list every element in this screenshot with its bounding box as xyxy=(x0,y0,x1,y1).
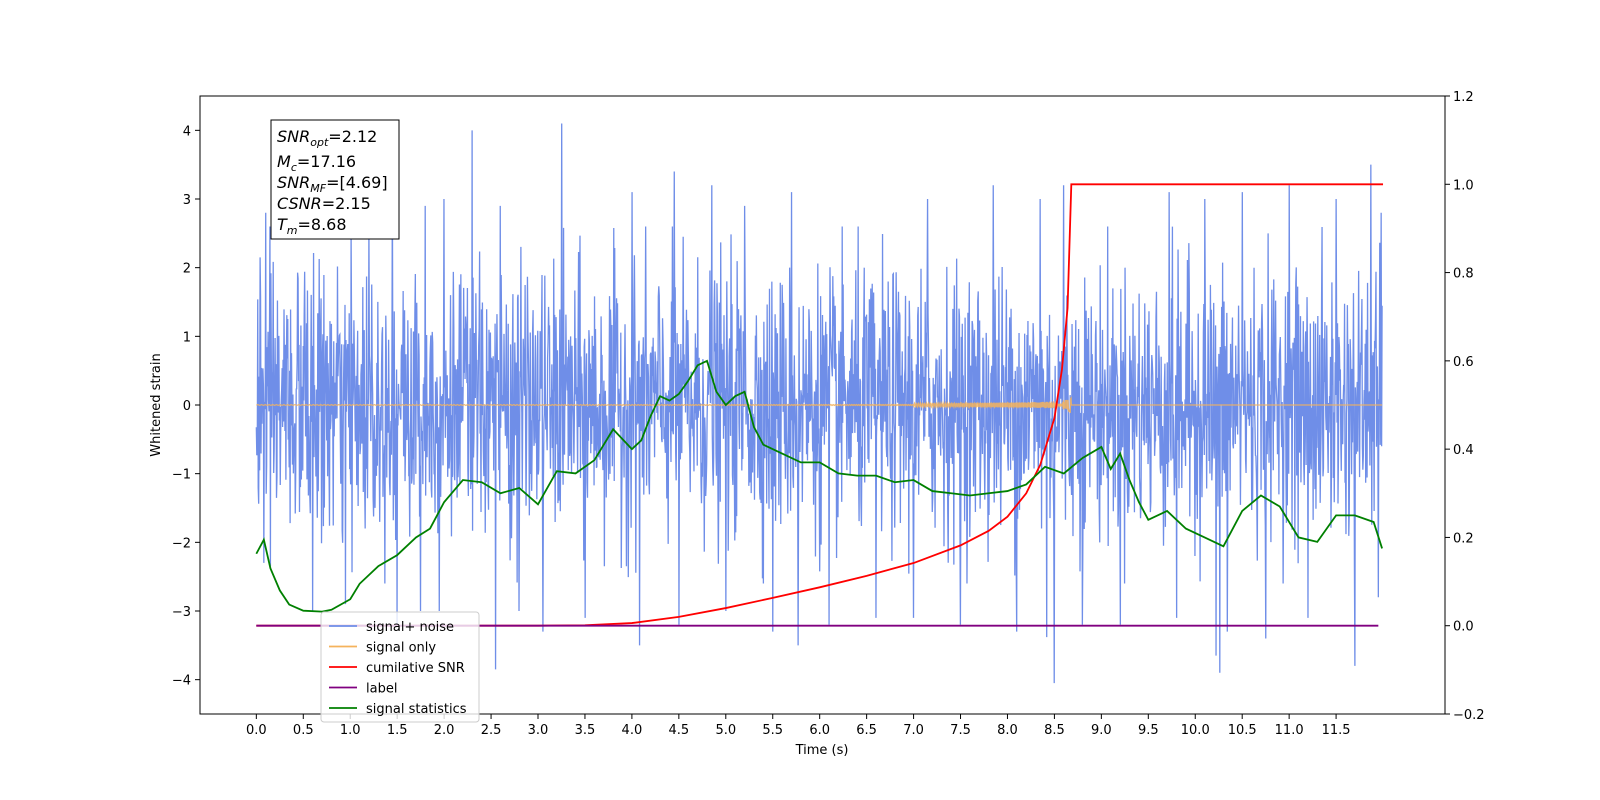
x-tick-label: 4.0 xyxy=(622,723,643,738)
y-tick-label-left: 2 xyxy=(183,262,191,277)
stats-symbol: CSNR xyxy=(277,194,322,213)
stats-line: CSNR=2.15 xyxy=(277,194,371,213)
y-axis-title-left: Whitened strain xyxy=(149,353,164,456)
stats-line: SNRMF=[4.69] xyxy=(277,173,388,195)
x-tick-label: 8.5 xyxy=(1044,723,1065,738)
stats-symbol: SNR xyxy=(277,127,310,146)
x-tick-label: 6.0 xyxy=(809,723,830,738)
x-tick-label: 11.5 xyxy=(1322,723,1351,738)
stats-symbol: SNR xyxy=(277,173,310,192)
y-axis-right: −0.2 0.0 0.2 0.4 0.6 0.8 1.0 1.2 xyxy=(1445,90,1485,723)
stats-value: =2.12 xyxy=(328,127,377,146)
x-tick-label: 10.0 xyxy=(1181,723,1210,738)
x-tick-label: 11.0 xyxy=(1275,723,1304,738)
legend-label: label xyxy=(366,682,397,697)
legend-item: cumilative SNR xyxy=(329,661,465,676)
x-tick-label: 6.5 xyxy=(856,723,877,738)
y-axis-left: −4 −3 −2 −1 0 1 2 3 4 xyxy=(172,124,200,689)
x-tick-label: 7.0 xyxy=(903,723,924,738)
y-tick-label-left: −1 xyxy=(172,468,191,483)
legend-item: signal only xyxy=(329,641,436,656)
y-tick-label-right: 0.8 xyxy=(1453,267,1474,282)
stats-value: =[4.69] xyxy=(326,173,388,192)
legend-label: signal only xyxy=(366,641,436,656)
stats-box-frame xyxy=(270,119,400,240)
y-tick-label-right: 0.4 xyxy=(1453,443,1474,458)
stats-line: Mc=17.16 xyxy=(277,152,356,174)
x-tick-label: 2.0 xyxy=(434,723,455,738)
x-axis-title: Time (s) xyxy=(795,743,849,758)
x-tick-label: 5.5 xyxy=(762,723,783,738)
stats-box: SNRopt=2.12Mc=17.16SNRMF=[4.69]CSNR=2.15… xyxy=(270,119,400,240)
y-tick-label-right: 1.0 xyxy=(1453,178,1474,193)
x-tick-label: 9.5 xyxy=(1138,723,1159,738)
legend-item: signal+ noise xyxy=(329,620,454,635)
x-tick-label: 1.0 xyxy=(340,723,361,738)
x-tick-label: 4.5 xyxy=(669,723,690,738)
x-tick-label: 8.0 xyxy=(997,723,1018,738)
y-tick-label-left: 3 xyxy=(183,193,191,208)
legend: signal+ noise signal only cumilative SNR la… xyxy=(320,611,480,723)
y-tick-label-left: 0 xyxy=(183,399,191,414)
x-tick-label: 9.0 xyxy=(1091,723,1112,738)
x-tick-label: 10.5 xyxy=(1228,723,1257,738)
y-tick-label-left: −2 xyxy=(172,536,191,551)
y-tick-label-right: −0.2 xyxy=(1453,708,1485,723)
y-tick-label-right: 0.2 xyxy=(1453,531,1474,546)
x-tick-label: 3.5 xyxy=(575,723,596,738)
stats-subscript: MF xyxy=(310,182,326,195)
y-tick-label-left: 1 xyxy=(183,330,191,345)
stats-subscript: m xyxy=(287,224,298,237)
stats-subscript: opt xyxy=(310,136,329,149)
y-tick-label-left: 4 xyxy=(183,124,191,139)
x-tick-label: 7.5 xyxy=(950,723,971,738)
legend-frame xyxy=(320,611,480,723)
legend-label: cumilative SNR xyxy=(366,661,465,676)
stats-line: Tm=8.68 xyxy=(277,215,347,237)
stats-symbol: M xyxy=(277,152,291,171)
legend-item: signal statistics xyxy=(329,702,467,717)
legend-item: label xyxy=(329,682,397,697)
y-tick-label-right: 0.6 xyxy=(1453,355,1474,370)
y-tick-label-right: 0.0 xyxy=(1453,620,1474,635)
legend-label: signal+ noise xyxy=(366,620,454,635)
stats-value: =2.15 xyxy=(322,194,371,213)
x-tick-label: 3.0 xyxy=(528,723,549,738)
stats-value: =17.16 xyxy=(297,152,356,171)
y-tick-label-left: −4 xyxy=(172,674,191,689)
y-tick-label-right: 1.2 xyxy=(1453,90,1474,105)
x-tick-label: 0.0 xyxy=(246,723,267,738)
series-signal-only-line xyxy=(256,396,1383,414)
stats-line: SNRopt=2.12 xyxy=(277,127,377,149)
stats-symbol: T xyxy=(277,215,288,234)
x-tick-label: 0.5 xyxy=(293,723,314,738)
series-signal-noise-line xyxy=(255,123,1383,684)
x-tick-label: 5.0 xyxy=(715,723,736,738)
series-signal-statistics-line xyxy=(255,359,1383,613)
x-tick-label: 2.5 xyxy=(481,723,502,738)
y-tick-label-left: −3 xyxy=(172,605,191,620)
x-axis: 0.0 0.5 1.0 1.5 2.0 2.5 3.0 3.5 4.0 4.5 5.0 5.5 6.0 6… xyxy=(246,714,1351,738)
stats-subscript: c xyxy=(291,161,297,174)
legend-label: signal statistics xyxy=(366,702,467,717)
x-tick-label: 1.5 xyxy=(387,723,408,738)
stats-value: =8.68 xyxy=(298,215,347,234)
